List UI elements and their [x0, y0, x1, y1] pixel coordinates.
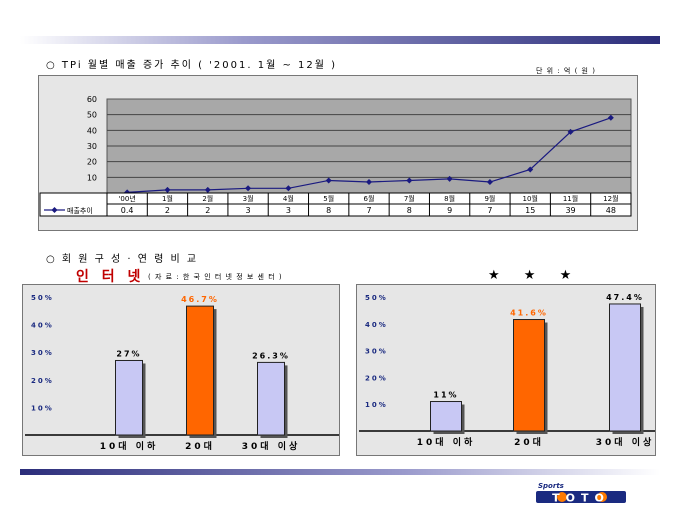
sales-trend-chart: 605040302010-'00년1월2월3월4월5월6월7월8월9월10월11…	[38, 75, 638, 231]
toto-age-bar-chart: 50% 40% 30% 20% 10% 11% 41.6% 47.4% 10대 이하 20대 30대…	[356, 284, 656, 456]
x-category-label: 5월	[323, 194, 334, 203]
y-tick-label: 10	[87, 173, 97, 182]
bar-value-label: 47.4%	[606, 293, 644, 302]
table-value: 3	[286, 206, 291, 215]
toto-age-bar-svg: 50% 40% 30% 20% 10% 11% 41.6% 47.4% 10대 이하 20대 30대…	[359, 293, 655, 448]
data-point	[366, 179, 372, 186]
table-value: 3	[246, 206, 251, 215]
y-tick-label: 10%	[365, 401, 388, 409]
x-category-label: 7월	[404, 194, 415, 203]
x-category-label: 1월	[162, 194, 173, 203]
chart-title: ○ TPi 월별 매출 증가 추이 ( '2001. 1월 ~ 12월 )	[46, 60, 338, 71]
bar	[257, 361, 285, 436]
y-tick-label: 40%	[31, 322, 54, 330]
data-point	[204, 186, 211, 193]
table-value: 8	[407, 206, 412, 215]
table-value: 7	[366, 206, 371, 215]
bar	[115, 359, 143, 436]
bar	[430, 401, 462, 432]
table-value: 2	[205, 206, 210, 215]
y-tick-label: 50%	[365, 294, 388, 302]
table-value: 48	[606, 206, 616, 215]
bar	[513, 319, 545, 432]
y-tick-label: 40%	[365, 321, 388, 329]
table-value: 9	[447, 206, 452, 215]
bar-value-label: 27%	[116, 349, 141, 358]
y-tick-label: 40	[87, 126, 97, 135]
table-value: 0.4	[121, 206, 134, 215]
data-point	[527, 166, 534, 173]
y-tick-label: 30%	[365, 348, 388, 356]
x-category-label: 11월	[563, 194, 578, 203]
data-point	[567, 128, 574, 135]
y-tick-label: 60	[87, 95, 97, 104]
logo-dot-2	[597, 492, 607, 502]
sales-trend-svg: 605040302010-'00년1월2월3월4월5월6월7월8월9월10월11…	[39, 95, 632, 217]
logo-toto-text: TOTO	[552, 492, 610, 505]
x-category-label: 10대 이하	[100, 440, 159, 452]
logo-sports-text: Sports	[538, 482, 564, 490]
internet-age-bar-chart: 50% 40% 30% 20% 10% 27% 46.7% 26.3% 10대 이하 20대 30대…	[22, 284, 340, 456]
x-category-label: '00년	[119, 194, 136, 203]
x-category-label: 6월	[364, 194, 375, 203]
y-tick-label: 10%	[31, 404, 54, 412]
data-point	[486, 179, 493, 186]
x-category-label: 30대 이상	[596, 436, 655, 448]
table-value: 15	[525, 206, 535, 215]
x-category-label: 10월	[523, 194, 538, 203]
y-tick-label: 20	[87, 158, 97, 167]
bar-value-label: 26.3%	[252, 351, 290, 360]
bar-value-label: 46.7%	[181, 295, 219, 304]
source-note: ( 자 료 : 한 국 인 터 넷 정 보 센 터 )	[148, 273, 283, 281]
table-value: 2	[165, 206, 170, 215]
logo-dot-1	[557, 492, 567, 502]
bar	[186, 305, 214, 436]
data-point	[446, 175, 453, 182]
x-category-label: 2월	[202, 194, 213, 203]
y-tick-label: 50	[87, 111, 97, 120]
unit-label: 단 위 : 억 ( 원 )	[536, 67, 596, 75]
data-point	[245, 185, 252, 192]
y-tick-label: 30%	[31, 349, 54, 357]
table-value: 7	[487, 206, 492, 215]
data-point	[406, 177, 413, 184]
table-value: 8	[326, 206, 331, 215]
data-point	[164, 186, 171, 193]
y-tick-label: 30	[87, 142, 97, 151]
x-category-label: 8월	[444, 194, 455, 203]
legend-marker	[51, 207, 58, 213]
y-tick-label: 50%	[31, 294, 54, 302]
stars-heading: ★ ★ ★	[488, 268, 582, 283]
table-value: 39	[565, 206, 575, 215]
data-point	[607, 114, 614, 121]
internet-age-bar-svg: 50% 40% 30% 20% 10% 27% 46.7% 26.3% 10대 이하 20대 30대…	[25, 294, 339, 452]
x-category-label: 12월	[603, 194, 618, 203]
x-category-label: 10대 이하	[417, 436, 476, 448]
bar	[609, 303, 641, 432]
data-point	[325, 177, 332, 184]
top-gradient-rule	[20, 36, 660, 44]
y-tick-label: 20%	[365, 374, 388, 382]
y-tick-label: 20%	[31, 377, 54, 385]
internet-heading: 인 터 넷	[76, 269, 145, 285]
data-point	[285, 185, 292, 192]
x-category-label: 20대	[185, 440, 215, 452]
x-category-label: 3월	[243, 194, 254, 203]
bar-value-label: 11%	[433, 391, 458, 400]
x-category-label: 30대 이상	[242, 440, 301, 452]
bar-value-label: 41.6%	[510, 309, 548, 318]
x-category-label: 20대	[514, 436, 544, 448]
section-title-membership: ○ 회 원 구 성 · 연 령 비 교	[46, 254, 199, 265]
x-category-label: 4월	[283, 194, 294, 203]
legend-label: 매출추이	[67, 206, 93, 215]
sports-toto-logo: Sports TOTO	[536, 482, 626, 505]
bottom-gradient-rule	[20, 469, 660, 475]
x-category-label: 9월	[484, 194, 495, 203]
